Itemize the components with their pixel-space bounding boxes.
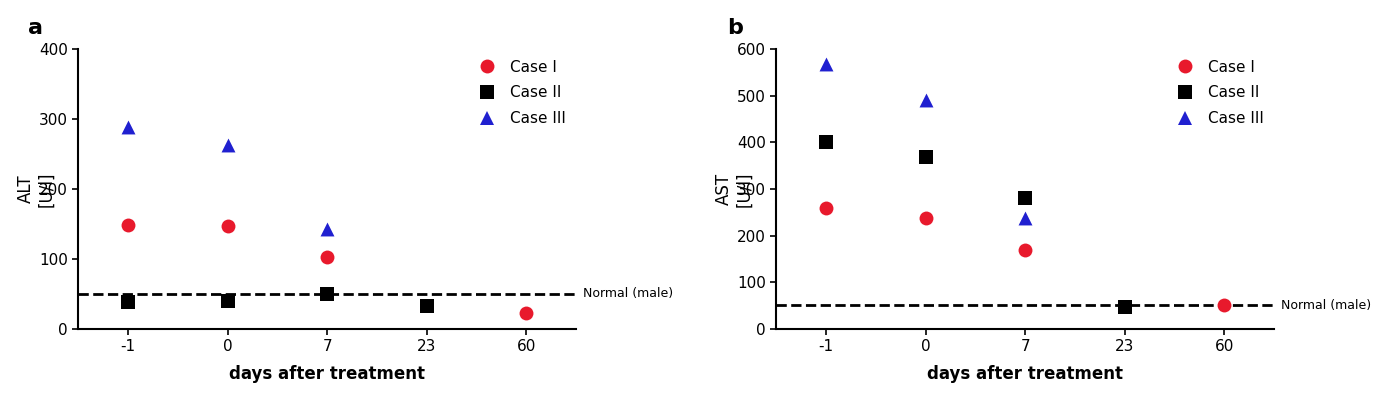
Point: [415, 303, 437, 310]
Point: [1113, 304, 1135, 310]
X-axis label: days after treatment: days after treatment: [229, 365, 425, 383]
Point: [515, 310, 537, 317]
Text: b: b: [727, 18, 743, 38]
Legend: Case I, Case II, Case III: Case I, Case II, Case III: [465, 54, 572, 132]
Point: [815, 61, 837, 67]
Point: [316, 254, 339, 261]
Point: [217, 298, 239, 304]
Legend: Case I, Case II, Case III: Case I, Case II, Case III: [1163, 54, 1270, 132]
Point: [316, 291, 339, 297]
Point: [915, 154, 937, 160]
Point: [117, 222, 139, 228]
Text: a: a: [29, 18, 43, 38]
Point: [1213, 302, 1235, 309]
Point: [117, 124, 139, 130]
Point: [1015, 247, 1037, 254]
Text: Normal (male): Normal (male): [583, 287, 673, 300]
Y-axis label: ALT
[U/l]: ALT [U/l]: [17, 171, 56, 207]
Point: [217, 223, 239, 229]
Point: [1015, 215, 1037, 221]
Point: [915, 215, 937, 222]
Text: Normal (male): Normal (male): [1281, 299, 1371, 312]
X-axis label: days after treatment: days after treatment: [927, 365, 1123, 383]
Y-axis label: AST
[U/l]: AST [U/l]: [715, 171, 754, 207]
Point: [1015, 195, 1037, 202]
Point: [217, 142, 239, 148]
Point: [316, 226, 339, 233]
Point: [915, 97, 937, 104]
Point: [815, 204, 837, 211]
Point: [815, 139, 837, 146]
Point: [117, 299, 139, 306]
